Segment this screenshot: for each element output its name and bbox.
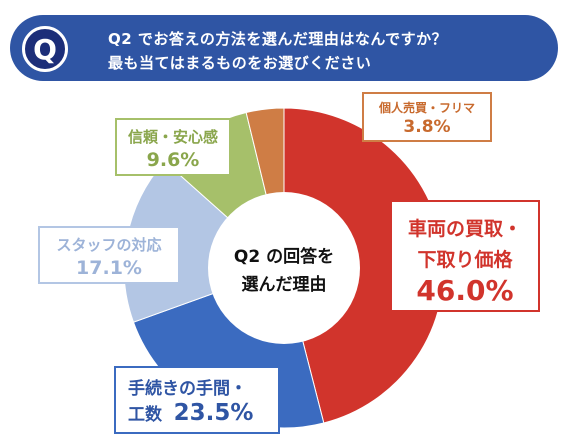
label-procedure-percent: 23.5% xyxy=(173,400,254,426)
label-staff-percent: 17.1% xyxy=(76,257,142,279)
label-trade-in-price-line1: 車両の買取・ xyxy=(407,218,522,240)
label-trade-in-price-line2: 下取り価格 xyxy=(417,249,513,271)
label-procedure-line2: 工数 xyxy=(128,405,162,425)
label-trade-in-price-percent: 46.0% xyxy=(416,274,514,307)
center-label-line1: Q2 の回答を xyxy=(234,246,334,267)
label-trust: 信頼・安心感 9.6% xyxy=(115,118,231,176)
label-procedure-effort: 手続きの手間・ 工数 23.5% xyxy=(114,366,280,434)
center-label-line2: 選んだ理由 xyxy=(242,274,327,295)
question-text-line1: Q2 でお答えの方法を選んだ理由はなんですか？ xyxy=(108,30,448,48)
question-badge: Q xyxy=(22,26,68,72)
label-personal-sale-percent: 3.8% xyxy=(403,117,451,137)
label-trust-percent: 9.6% xyxy=(146,149,200,171)
question-header: Q Q2 でお答えの方法を選んだ理由はなんですか？ 最も当てはまるものをお選びく… xyxy=(10,15,558,81)
label-trust-name: 信頼・安心感 xyxy=(127,128,218,146)
label-staff-response: スタッフの対応 17.1% xyxy=(38,226,180,284)
label-staff-name: スタッフの対応 xyxy=(56,236,162,254)
label-personal-sale-name: 個人売買・フリマ xyxy=(378,101,475,115)
label-procedure-line1: 手続きの手間・ xyxy=(128,379,247,399)
label-personal-sale: 個人売買・フリマ 3.8% xyxy=(362,92,492,142)
label-trade-in-price: 車両の買取・ 下取り価格 46.0% xyxy=(390,200,540,312)
donut-hole xyxy=(208,192,360,344)
question-text-line2: 最も当てはまるものをお選びください xyxy=(108,54,372,72)
